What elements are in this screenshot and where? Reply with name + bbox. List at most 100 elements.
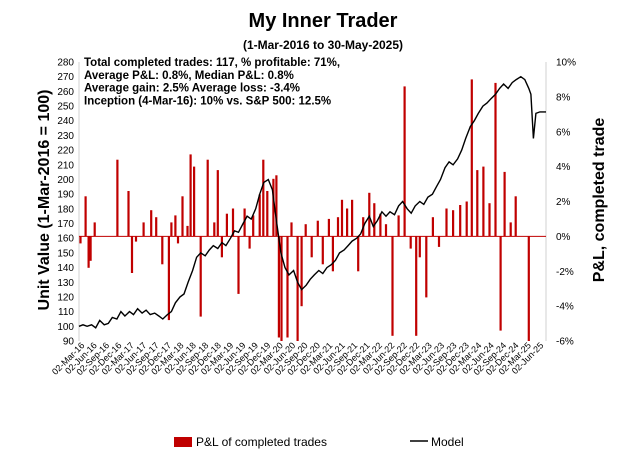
bar-20	[193, 166, 196, 237]
left-tick-270: 270	[57, 72, 74, 83]
left-tick-160: 160	[57, 234, 74, 245]
left-tick-210: 210	[57, 160, 74, 171]
right-axis-ticks: -6% -4% -2% 0% 2% 4% 6% 8% 10%	[556, 58, 576, 348]
bar-77	[499, 236, 502, 331]
bar-53	[357, 236, 360, 272]
bar-32	[258, 194, 261, 237]
bar-45	[316, 220, 319, 237]
bar-1	[84, 196, 87, 237]
bar-13	[167, 236, 170, 321]
right-tick-4%: 4%	[556, 162, 571, 173]
left-tick-260: 260	[57, 87, 74, 98]
legend: P&L of completed trades Model	[174, 435, 464, 449]
left-tick-190: 190	[57, 190, 74, 201]
bar-38	[280, 236, 283, 341]
right-tick-0%: 0%	[556, 232, 571, 243]
left-tick-280: 280	[57, 58, 74, 69]
bar-44	[310, 236, 313, 258]
bar-64	[418, 236, 421, 258]
bar-57	[379, 213, 382, 237]
bar-79	[509, 222, 512, 237]
bar-36	[275, 175, 278, 237]
bar-31	[252, 215, 255, 237]
bar-34	[266, 191, 269, 237]
legend-label-line: Model	[431, 435, 464, 449]
x-axis-ticks: 02-Mar-1602-Jun-1602-Sep-1602-Dec-1602-M…	[50, 340, 545, 377]
bar-59	[391, 236, 394, 336]
bar-61	[403, 86, 406, 237]
bar-71	[465, 201, 468, 237]
bar-39	[286, 236, 289, 338]
left-tick-220: 220	[57, 146, 74, 157]
pnl-bars	[79, 79, 530, 341]
bar-15	[174, 215, 177, 237]
bar-23	[213, 222, 216, 237]
bar-55	[368, 192, 371, 237]
bar-7	[130, 236, 134, 273]
bar-63	[415, 236, 418, 336]
left-tick-140: 140	[57, 263, 74, 274]
bar-75	[488, 203, 491, 237]
right-tick-6%: 6%	[556, 127, 571, 138]
right-tick-10%: 10%	[556, 58, 576, 69]
bar-49	[336, 217, 340, 237]
bar-19	[189, 154, 192, 237]
chart-subtitle: (1-Mar-2016 to 30-May-2025)	[243, 38, 403, 52]
bar-17	[181, 196, 184, 237]
bar-73	[476, 170, 479, 237]
bar-33	[262, 159, 265, 237]
bar-8	[134, 236, 138, 242]
left-tick-110: 110	[58, 307, 74, 318]
bar-21	[199, 236, 202, 317]
stats-box: Total completed trades: 117, % profitabl…	[84, 57, 340, 107]
stats-line-3: Inception (4-Mar-16): 10% vs. S&P 500: 1…	[84, 95, 331, 107]
bar-80	[514, 196, 517, 237]
bar-10	[150, 210, 153, 237]
bar-69	[452, 210, 455, 237]
stats-line-0: Total completed trades: 117, % profitabl…	[84, 57, 340, 69]
bar-5	[116, 159, 119, 237]
bar-46	[321, 236, 324, 265]
bar-48	[331, 236, 334, 272]
bar-43	[304, 224, 307, 237]
y-axis-title-left: Unit Value (1-Mar-2016 = 100)	[36, 90, 53, 311]
legend-swatch-bars	[174, 437, 192, 447]
bar-14	[170, 222, 173, 237]
bar-30	[248, 236, 251, 249]
bar-2	[87, 236, 90, 268]
left-tick-150: 150	[57, 248, 74, 259]
bar-0	[79, 236, 82, 244]
left-tick-230: 230	[57, 131, 74, 142]
bar-18	[186, 225, 189, 237]
left-tick-100: 100	[57, 322, 74, 333]
right-tick-8%: 8%	[556, 92, 571, 103]
bar-47	[327, 218, 330, 237]
bar-42	[300, 236, 303, 307]
bar-11	[155, 217, 158, 237]
bar-60	[397, 215, 400, 237]
right-tick--6%: -6%	[556, 337, 574, 348]
bar-81	[527, 236, 530, 341]
bar-50	[340, 199, 344, 237]
stats-line-2: Average gain: 2.5% Average loss: -3.4%	[84, 83, 300, 95]
bar-4	[93, 222, 96, 237]
bar-68	[445, 208, 448, 237]
left-tick-200: 200	[57, 175, 74, 186]
bar-26	[225, 213, 228, 237]
bar-16	[176, 236, 180, 244]
bar-35	[272, 178, 275, 237]
bar-51	[346, 208, 349, 237]
bar-74	[482, 166, 485, 237]
bar-67	[437, 236, 441, 247]
bar-25	[220, 236, 223, 258]
right-tick--2%: -2%	[556, 267, 574, 278]
bar-40	[290, 222, 293, 237]
bar-52	[351, 199, 354, 237]
bar-41	[296, 236, 299, 341]
bar-70	[459, 205, 462, 237]
bar-6	[127, 191, 130, 237]
chart-title: My Inner Trader	[249, 10, 398, 32]
bar-9	[142, 222, 145, 237]
bar-12	[161, 236, 164, 265]
